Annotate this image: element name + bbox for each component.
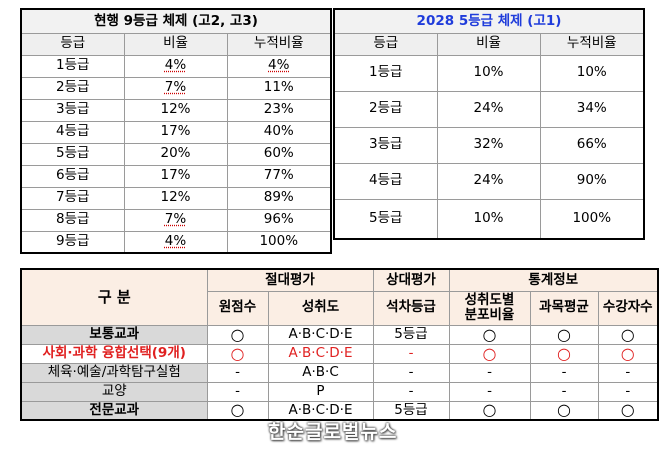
grade5-cell: 2등급 <box>333 90 438 128</box>
grade9-cell: 20% <box>123 142 228 166</box>
row-label-fusion: 사회·과학 융합선택(9개) <box>20 343 208 364</box>
grade9-cell: 12% <box>123 186 228 210</box>
grade5-cell: 34% <box>539 90 645 128</box>
eval-cell: - <box>448 381 531 402</box>
grade9-cell: 2등급 <box>20 76 125 100</box>
subheader-enrollment: 수강자수 <box>597 290 659 326</box>
grade5-cell: 24% <box>436 90 541 128</box>
subheader-achievement: 성취도 <box>267 290 374 326</box>
eval-cell: ○ <box>206 343 269 364</box>
grade9-cell: 40% <box>226 120 332 144</box>
row-label-professional: 전문교과 <box>20 400 208 421</box>
grade9-header-cumulative: 누적비율 <box>226 32 332 56</box>
grade9-header-grade: 등급 <box>20 32 125 56</box>
grade5-header-cumulative: 누적비율 <box>539 32 645 56</box>
grade5-cell: 4등급 <box>333 162 438 200</box>
gubun-header: 구 분 <box>20 268 208 326</box>
grade5-header-ratio: 비율 <box>436 32 541 56</box>
grade9-cell: 4% <box>123 54 228 78</box>
grade9-cell: 4% <box>226 54 332 78</box>
grade5-cell: 66% <box>539 126 645 164</box>
eval-cell: - <box>372 381 450 402</box>
eval-cell: ○ <box>597 343 659 364</box>
subheader-rank-grade: 석차등급 <box>372 290 450 326</box>
eval-cell: - <box>372 343 450 364</box>
grade5-header-grade: 등급 <box>333 32 438 56</box>
eval-cell: ○ <box>206 400 269 421</box>
eval-cell: - <box>529 381 599 402</box>
grade5-cell: 32% <box>436 126 541 164</box>
group-relative: 상대평가 <box>372 268 450 292</box>
grade5-cell: 10% <box>539 54 645 92</box>
evaluation-table: 구 분 절대평가 상대평가 통계정보 원점수 성취도 석차등급 성취도별 분포비… <box>20 268 659 421</box>
grade9-cell: 12% <box>123 98 228 122</box>
eval-cell: ○ <box>206 324 269 345</box>
row-label-general: 보통교과 <box>20 324 208 345</box>
grade9-cell: 9등급 <box>20 230 125 254</box>
grade9-header-ratio: 비율 <box>123 32 228 56</box>
grade9-cell: 7등급 <box>20 186 125 210</box>
eval-cell: - <box>597 381 659 402</box>
grade9-cell: 1등급 <box>20 54 125 78</box>
eval-cell: ○ <box>448 324 531 345</box>
eval-cell: ○ <box>448 343 531 364</box>
eval-cell: ○ <box>448 400 531 421</box>
grade9-cell: 8등급 <box>20 208 125 232</box>
eval-cell: - <box>206 362 269 383</box>
grade5-cell: 5등급 <box>333 198 438 240</box>
grade9-cell: 11% <box>226 76 332 100</box>
grade9-cell: 17% <box>123 120 228 144</box>
grade5-cell: 24% <box>436 162 541 200</box>
grade5-title: 2028 5등급 체제 (고1) <box>333 8 645 34</box>
grade5-cell: 100% <box>539 198 645 240</box>
eval-cell: - <box>448 362 531 383</box>
grade5-cell: 1등급 <box>333 54 438 92</box>
group-statistics: 통계정보 <box>448 268 659 292</box>
subheader-raw-score: 원점수 <box>206 290 269 326</box>
grade5-cell: 10% <box>436 198 541 240</box>
eval-cell: - <box>529 362 599 383</box>
subheader-subject-average: 과목평균 <box>529 290 599 326</box>
row-label-liberal-arts: 교양 <box>20 381 208 402</box>
grade9-cell: 60% <box>226 142 332 166</box>
row-label-pe-arts: 체육·예술/과학탐구실험 <box>20 362 208 383</box>
grade9-cell: 7% <box>123 76 228 100</box>
grade9-cell: 17% <box>123 164 228 188</box>
subheader-distribution: 성취도별 분포비율 <box>448 290 531 326</box>
grade9-title: 현행 9등급 체제 (고2, 고3) <box>20 8 332 34</box>
eval-cell: ○ <box>597 324 659 345</box>
eval-cell: - <box>597 362 659 383</box>
grade9-cell: 6등급 <box>20 164 125 188</box>
eval-cell: ○ <box>529 324 599 345</box>
grade5-cell: 3등급 <box>333 126 438 164</box>
eval-cell: 5등급 <box>372 324 450 345</box>
eval-cell: ○ <box>529 343 599 364</box>
grade9-cell: 23% <box>226 98 332 122</box>
eval-cell: A·B·C·D·E <box>267 343 374 364</box>
eval-cell: - <box>206 381 269 402</box>
grade9-cell: 4등급 <box>20 120 125 144</box>
eval-cell: - <box>372 362 450 383</box>
grade9-cell: 3등급 <box>20 98 125 122</box>
grade5-cell: 90% <box>539 162 645 200</box>
eval-cell: ○ <box>529 400 599 421</box>
grade9-cell: 77% <box>226 164 332 188</box>
eval-cell: A·B·C·D·E <box>267 400 374 421</box>
grade9-cell: 100% <box>226 230 332 254</box>
eval-cell: A·B·C·D·E <box>267 324 374 345</box>
grade9-cell: 89% <box>226 186 332 210</box>
grade9-cell: 5등급 <box>20 142 125 166</box>
grade9-table: 현행 9등급 체제 (고2, 고3) 등급 비율 누적비율 1등급 4% 4% 2등급 7… <box>20 8 332 254</box>
grade5-cell: 10% <box>436 54 541 92</box>
watermark-text: 한순글로벌뉴스 <box>268 421 398 443</box>
eval-cell: ○ <box>597 400 659 421</box>
grade9-cell: 96% <box>226 208 332 232</box>
eval-cell: A·B·C <box>267 362 374 383</box>
group-absolute: 절대평가 <box>206 268 374 292</box>
grade9-cell: 4% <box>123 230 228 254</box>
grade5-table: 2028 5등급 체제 (고1) 등급 비율 누적비율 1등급 10% 10% 2등급 2… <box>333 8 645 240</box>
grade9-cell: 7% <box>123 208 228 232</box>
eval-cell: P <box>267 381 374 402</box>
